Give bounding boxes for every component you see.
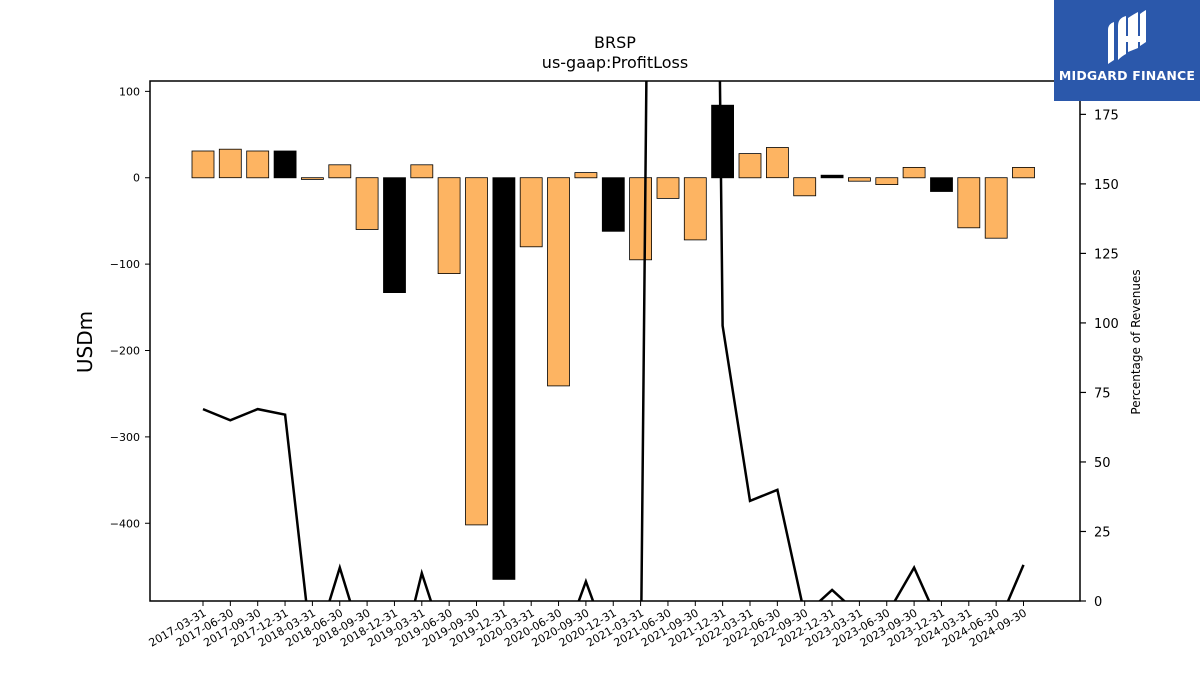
bar-2023-09-30	[902, 166, 926, 179]
bar-2018-03-31	[300, 177, 324, 180]
percentage-line	[202, 81, 1025, 601]
bar-2022-09-30	[793, 177, 817, 197]
bar-2017-09-30	[246, 150, 270, 179]
bar-2018-12-31	[383, 177, 406, 293]
bar-2024-09-30	[1012, 166, 1035, 179]
y-tick-label: −100	[110, 258, 140, 271]
y2-tick-label: 150	[1094, 178, 1119, 193]
bar-2023-06-30	[875, 177, 899, 185]
bar-group	[191, 104, 1035, 580]
y-tick-label: −300	[110, 431, 140, 444]
y2-tick-label: 0	[1094, 595, 1102, 610]
y2-axis: 0 25 50 75 100 125 150 175	[1080, 108, 1119, 610]
bar-2021-06-30	[656, 177, 680, 199]
y2-tick-label: 25	[1094, 525, 1111, 540]
bar-2018-09-30	[355, 177, 379, 230]
y2-axis-label: Percentage of Revenues	[1129, 269, 1143, 414]
bar-2021-03-31	[629, 177, 652, 261]
bar-2020-06-30	[547, 177, 570, 387]
logo-text: MIDGARD FINANCE	[1058, 68, 1196, 83]
y-tick-label: −400	[110, 517, 140, 530]
bar-2024-03-31	[957, 177, 981, 229]
bar-2021-09-30	[683, 177, 707, 241]
bar-2020-09-30	[574, 172, 598, 179]
bar-2022-03-31	[738, 153, 762, 179]
y2-tick-label: 75	[1094, 386, 1111, 401]
bar-2023-12-31	[930, 177, 953, 192]
y-tick-label: 100	[119, 85, 140, 98]
y2-tick-label: 50	[1094, 456, 1111, 471]
bar-2022-06-30	[766, 147, 789, 179]
y-tick-label: 0	[133, 172, 140, 185]
bar-2019-03-31	[410, 164, 434, 179]
bar-2017-12-31	[273, 150, 297, 179]
midgard-logo-icon	[1108, 10, 1146, 64]
bar-2019-06-30	[437, 177, 461, 274]
plot-frame	[149, 80, 1081, 602]
bar-2020-03-31	[519, 177, 543, 248]
chart-title: BRSP	[594, 33, 636, 52]
bar-2019-09-30	[465, 177, 488, 526]
line-layer	[202, 81, 1025, 601]
bar-2023-03-31	[848, 177, 871, 182]
chart-subtitle: us-gaap:ProfitLoss	[542, 53, 688, 72]
bar-2017-06-30	[218, 148, 242, 179]
bar-2022-12-31	[820, 174, 844, 179]
y-tick-label: −200	[110, 345, 140, 358]
bar-2024-06-30	[984, 177, 1008, 239]
y2-tick-label: 100	[1094, 317, 1119, 332]
bar-2018-06-30	[328, 164, 352, 179]
x-axis: 2017-03-312017-06-302017-09-302017-12-31…	[147, 601, 1029, 650]
bar-2019-12-31	[492, 177, 516, 580]
y-axis: 100 0 −100 −200 −300 −400	[110, 85, 150, 530]
y2-tick-label: 175	[1094, 108, 1119, 123]
logo: MIDGARD FINANCE	[1054, 0, 1200, 101]
bar-2020-12-31	[601, 177, 625, 232]
y-axis-label: USDm	[73, 311, 97, 373]
y2-tick-label: 125	[1094, 247, 1119, 262]
bar-2017-03-31	[191, 150, 215, 179]
bar-2021-12-31	[711, 104, 734, 179]
